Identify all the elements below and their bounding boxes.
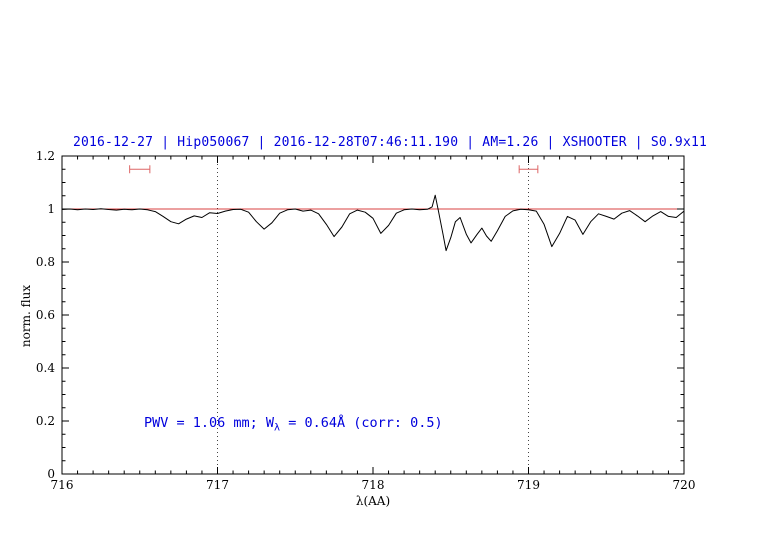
svg-text:1.2: 1.2 [36, 149, 55, 163]
svg-text:0.4: 0.4 [36, 361, 55, 375]
annotation-prefix: PWV = 1.06 mm; W [144, 415, 275, 431]
svg-text:718: 718 [362, 478, 385, 492]
svg-text:0.8: 0.8 [36, 255, 55, 269]
plot-title: 2016-12-27 | Hip050067 | 2016-12-28T07:4… [72, 135, 708, 150]
svg-text:0: 0 [47, 467, 55, 481]
svg-text:1: 1 [47, 202, 55, 216]
y-axis-label: norm. flux [19, 284, 33, 348]
annotation-lambda-subscript: λ [274, 422, 281, 434]
svg-text:716: 716 [51, 478, 74, 492]
x-axis-label: λ(AA) [355, 494, 391, 508]
annotation-suffix: = 0.64Å (corr: 0.5) [280, 415, 443, 431]
svg-text:0.2: 0.2 [36, 414, 55, 428]
svg-text:0.6: 0.6 [36, 308, 55, 322]
svg-text:717: 717 [206, 478, 229, 492]
pwv-annotation: PWV = 1.06 mm; Wλ = 0.64Å (corr: 0.5) [144, 415, 443, 434]
svg-text:720: 720 [673, 478, 696, 492]
svg-text:719: 719 [517, 478, 540, 492]
